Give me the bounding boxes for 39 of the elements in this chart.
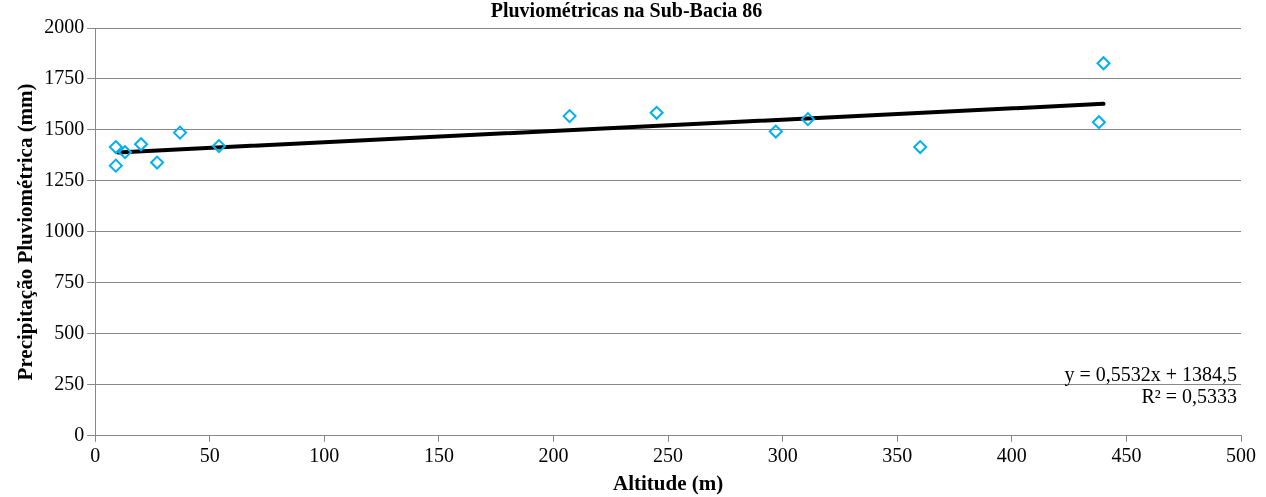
y-tick-label: 1500 — [44, 117, 85, 140]
annotation: y = 0,5532x + 1384,5 — [1064, 363, 1237, 387]
point — [768, 124, 783, 139]
y-axis-title: Precipitação Pluviométrica (mm) — [13, 83, 38, 381]
point — [913, 140, 928, 155]
x-tick-label: 0 — [90, 444, 101, 467]
y-tick-label: 1250 — [44, 168, 85, 191]
x-axis-title: Altitude (m) — [612, 470, 724, 495]
x-tick-label: 300 — [767, 444, 798, 467]
y-tick-label: 0 — [74, 423, 85, 446]
point — [108, 140, 123, 155]
point — [1091, 115, 1106, 130]
x-tick-label: 250 — [653, 444, 684, 467]
point — [108, 158, 123, 173]
x-tick-label: 450 — [1111, 444, 1142, 467]
point — [150, 155, 165, 170]
x-tick-label: 50 — [199, 444, 220, 467]
x-tick-label: 400 — [996, 444, 1027, 467]
point — [134, 137, 149, 152]
point — [800, 112, 815, 127]
point — [649, 105, 664, 120]
x-tick-label: 500 — [1226, 444, 1256, 467]
point — [172, 125, 187, 140]
x-tick-label: 150 — [423, 444, 454, 467]
point — [117, 145, 132, 160]
y-tick-label: 500 — [54, 321, 85, 344]
y-tick-label: 750 — [54, 270, 85, 293]
chart-title: Pluviométricas na Sub-Bacia 86 — [490, 0, 763, 22]
y-tick-label: 250 — [54, 372, 85, 395]
y-tick-label: 1000 — [44, 219, 85, 242]
x-tick-label: 100 — [309, 444, 340, 467]
point — [562, 109, 577, 124]
point — [1096, 56, 1111, 71]
y-tick-label: 1750 — [44, 66, 85, 89]
y-tick-label: 2000 — [44, 15, 85, 38]
x-tick-label: 350 — [882, 444, 913, 467]
point — [211, 139, 226, 154]
annotation: R² = 0,5333 — [1141, 385, 1237, 408]
x-tick-label: 200 — [538, 444, 569, 467]
